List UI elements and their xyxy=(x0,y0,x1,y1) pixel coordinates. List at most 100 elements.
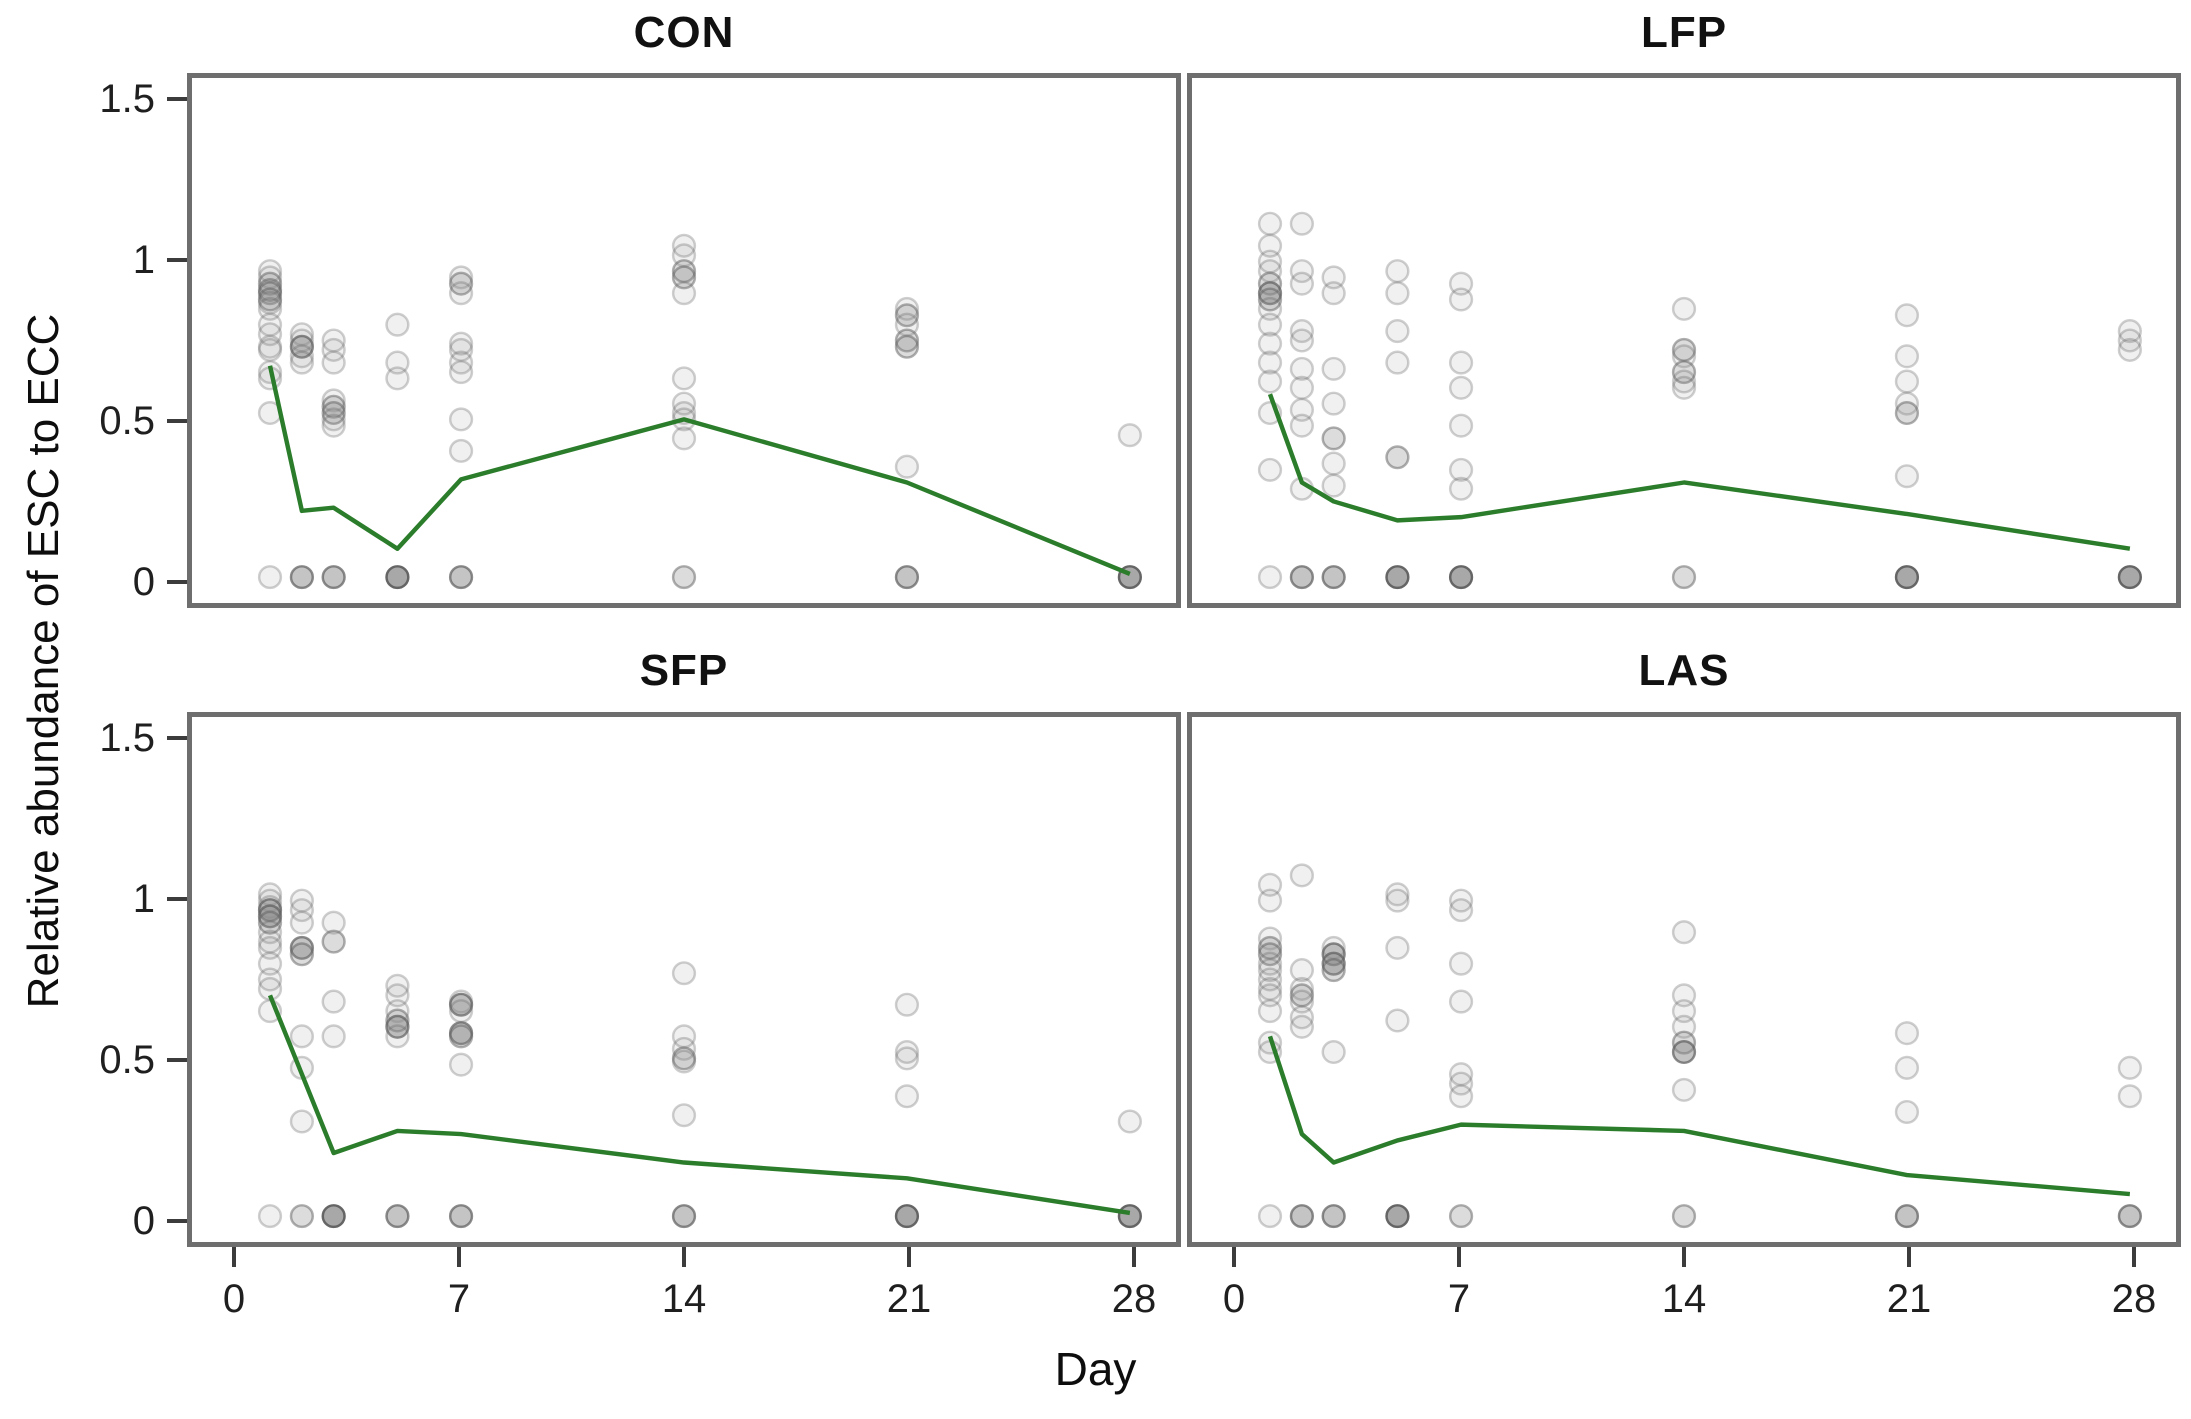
facet-title-sfp: SFP xyxy=(639,646,729,695)
data-point xyxy=(1321,356,1346,381)
data-point xyxy=(1321,1039,1346,1065)
data-point-zero xyxy=(385,565,410,590)
data-point xyxy=(1385,259,1410,284)
data-point xyxy=(385,366,410,391)
data-point xyxy=(1289,259,1315,284)
data-point xyxy=(1385,935,1410,960)
data-point xyxy=(448,265,474,290)
data-point xyxy=(1448,989,1474,1014)
data-point-zero xyxy=(1321,1204,1346,1229)
data-point xyxy=(257,322,283,347)
data-point xyxy=(1671,1077,1697,1102)
data-point xyxy=(1289,989,1315,1014)
data-point xyxy=(385,312,410,337)
panel-las xyxy=(1187,712,2181,1247)
data-point-zero xyxy=(671,565,697,590)
x-tick-mark xyxy=(1682,1247,1686,1267)
data-point xyxy=(671,391,697,416)
data-point xyxy=(257,287,283,312)
x-tick-label: 0 xyxy=(1222,1277,1246,1321)
data-point-zero xyxy=(448,565,474,590)
y-tick-mark xyxy=(167,1058,187,1062)
data-point xyxy=(894,454,920,479)
x-tick-mark xyxy=(232,1247,236,1267)
data-point xyxy=(1257,312,1283,337)
data-point xyxy=(1289,1014,1315,1039)
trend-line xyxy=(1267,393,2131,551)
x-tick-label: 28 xyxy=(1111,1277,1157,1321)
data-point-zero xyxy=(1257,565,1283,590)
x-tick-label: 0 xyxy=(222,1277,246,1321)
y-tick-label: 0 xyxy=(132,560,155,604)
x-tick-label: 21 xyxy=(1886,1277,1932,1321)
y-tick-mark xyxy=(167,897,187,901)
data-point xyxy=(1671,360,1697,385)
data-point xyxy=(1385,882,1410,907)
data-point xyxy=(2117,1055,2142,1080)
data-point xyxy=(1321,473,1346,498)
data-point-zero xyxy=(1671,1204,1697,1229)
data-point xyxy=(1289,375,1315,400)
facet-plot-lfp xyxy=(1257,211,2142,590)
data-point xyxy=(289,350,315,375)
data-point xyxy=(671,233,697,258)
data-point xyxy=(1671,983,1697,1008)
data-point xyxy=(894,992,920,1017)
y-tick-mark xyxy=(167,97,187,101)
data-point-zero xyxy=(289,565,315,590)
data-point xyxy=(671,1046,697,1071)
data-point xyxy=(1448,375,1474,400)
data-point xyxy=(321,388,346,413)
data-point xyxy=(1257,281,1283,306)
data-point xyxy=(1289,976,1315,1001)
x-tick-label: 28 xyxy=(2111,1277,2157,1321)
data-point xyxy=(1289,983,1315,1008)
data-point xyxy=(1289,863,1315,888)
data-point xyxy=(1289,319,1315,344)
data-point xyxy=(257,904,283,929)
data-point xyxy=(671,400,697,426)
data-point xyxy=(894,334,920,359)
data-point xyxy=(321,400,346,426)
x-tick-label: 14 xyxy=(661,1277,707,1321)
data-point xyxy=(448,999,474,1024)
data-point xyxy=(1289,958,1315,983)
data-point xyxy=(448,407,474,432)
data-point xyxy=(448,350,474,375)
data-point xyxy=(1289,413,1315,438)
data-point-zero xyxy=(1385,565,1410,590)
x-tick-label: 7 xyxy=(1447,1277,1471,1321)
data-point xyxy=(1257,233,1283,258)
data-point xyxy=(289,334,315,359)
trend-line xyxy=(267,994,1131,1216)
y-tick-label: 0.5 xyxy=(99,1038,155,1082)
data-point xyxy=(1385,281,1410,306)
data-point xyxy=(1894,400,1920,426)
data-point xyxy=(257,290,283,315)
data-point xyxy=(321,350,346,375)
data-point xyxy=(289,898,315,923)
data-point xyxy=(2117,328,2142,353)
x-tick-mark xyxy=(1457,1247,1461,1267)
data-point-zero xyxy=(2117,1204,2142,1229)
data-point-zero xyxy=(321,1204,346,1229)
data-point xyxy=(385,973,410,998)
trend-line xyxy=(1267,1035,2131,1197)
data-point xyxy=(257,967,283,992)
data-point xyxy=(257,281,283,306)
data-point xyxy=(257,920,283,945)
data-point xyxy=(321,910,346,935)
x-tick-mark xyxy=(2132,1247,2136,1267)
panel-lfp xyxy=(1187,73,2181,608)
data-point xyxy=(448,337,474,362)
data-point xyxy=(671,281,697,306)
data-point xyxy=(1257,951,1283,976)
data-point-zero xyxy=(321,565,346,590)
data-point xyxy=(1321,426,1346,451)
data-point xyxy=(1385,350,1410,375)
data-point xyxy=(1321,958,1346,983)
data-point xyxy=(1448,271,1474,296)
data-point xyxy=(2117,319,2142,344)
data-point xyxy=(1448,1084,1474,1109)
